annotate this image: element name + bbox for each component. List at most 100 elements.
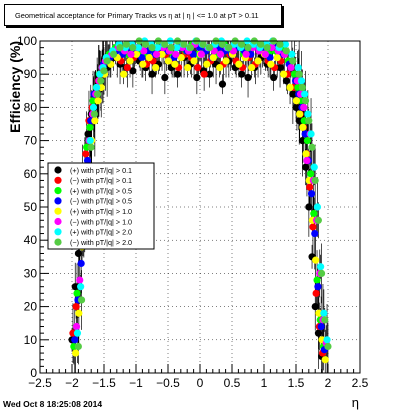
legend-label: (−) with pT/|q| > 1.0 — [70, 217, 132, 226]
grid-layer — [39, 40, 361, 374]
data-point — [90, 110, 98, 118]
legend-label: (−) with pT/|q| > 2.0 — [70, 238, 132, 247]
data-point — [218, 80, 227, 88]
data-point — [281, 40, 290, 48]
data-point — [314, 216, 322, 224]
data-point — [286, 83, 294, 92]
x-tick-label: −2 — [65, 376, 79, 390]
data-point — [305, 203, 313, 211]
tick-layer — [39, 40, 361, 374]
legend-marker — [54, 176, 62, 184]
data-point — [244, 44, 252, 52]
data-point — [138, 54, 146, 62]
data-point — [123, 63, 131, 72]
data-point — [288, 50, 296, 58]
data-point — [83, 156, 92, 165]
legend-marker — [54, 197, 62, 205]
chart-title: Geometrical acceptance for Primary Track… — [15, 10, 259, 20]
y-tick-label: 20 — [24, 300, 38, 314]
x-tick-label: 1.5 — [288, 376, 305, 390]
data-point — [134, 44, 142, 52]
data-point — [292, 97, 301, 105]
data-point — [296, 110, 304, 118]
data-point — [171, 60, 179, 68]
legend-marker — [54, 228, 62, 236]
data-point — [148, 44, 156, 52]
legend-label: (−) with pT/|q| > 0.1 — [70, 176, 132, 185]
data-point — [287, 63, 295, 72]
legend: (+) with pT/|q| > 0.1(−) with pT/|q| > 0… — [47, 162, 155, 250]
data-point — [140, 47, 148, 55]
data-point — [295, 117, 303, 125]
x-tick-label: 2.5 — [352, 376, 369, 390]
data-point — [216, 63, 224, 72]
data-point — [197, 50, 205, 58]
data-point — [248, 63, 256, 72]
data-point — [164, 57, 173, 65]
x-tick-label: −1.5 — [92, 376, 116, 390]
data-point — [194, 63, 202, 72]
legend-marker — [54, 166, 62, 174]
data-point — [263, 44, 271, 52]
data-point — [273, 54, 281, 62]
data-point — [186, 44, 194, 52]
tick-label-layer: −2.5 −2 −1.5 −1 −0.5 0 0.5 1 1.5 2 2.5 0 10 20 30 40 50 6… — [17, 34, 369, 390]
x-tick-label: 0 — [197, 376, 204, 390]
data-point — [87, 143, 95, 151]
data-point — [73, 289, 81, 297]
data-point — [242, 50, 250, 58]
data-point — [199, 40, 207, 48]
data-point — [244, 73, 252, 82]
data-point — [193, 73, 201, 82]
data-point — [86, 137, 94, 145]
data-point — [298, 137, 307, 145]
y-axis-label: Efficiency (%) — [7, 41, 23, 133]
data-point — [307, 130, 315, 138]
data-point — [302, 163, 310, 171]
data-point — [153, 44, 162, 52]
data-point — [315, 309, 323, 317]
data-point — [148, 70, 156, 78]
data-point — [276, 40, 284, 48]
data-point — [276, 63, 284, 72]
x-tick-label: −1 — [129, 376, 143, 390]
data-point — [321, 316, 329, 324]
chart-title-box: Geometrical acceptance for Primary Track… — [4, 4, 282, 26]
data-point — [304, 110, 312, 118]
legend-marker — [54, 217, 62, 226]
data-point — [190, 57, 198, 65]
data-point — [100, 67, 108, 75]
data-point — [238, 70, 246, 78]
data-point — [173, 44, 181, 52]
data-point — [302, 150, 310, 158]
data-point — [270, 73, 278, 82]
y-tick-label: 90 — [24, 67, 38, 81]
data-point — [89, 103, 98, 111]
data-point — [122, 40, 130, 48]
data-point — [312, 256, 320, 264]
data-point — [307, 170, 315, 178]
data-point — [72, 322, 81, 331]
x-tick-label: 2 — [325, 376, 332, 390]
data-point — [139, 60, 147, 68]
data-point — [152, 50, 161, 58]
y-tick-label: 40 — [24, 233, 38, 247]
legend-box — [47, 162, 155, 250]
data-point — [174, 70, 182, 78]
data-point — [73, 329, 82, 337]
y-tick-label: 80 — [24, 100, 38, 114]
data-point — [177, 54, 185, 62]
y-tick-label: 100 — [17, 34, 37, 48]
legend-label: (−) with pT/|q| > 0.5 — [70, 197, 132, 206]
data-point — [289, 90, 297, 98]
data-point — [132, 50, 141, 58]
y-tick-label: 30 — [24, 266, 38, 280]
data-point — [237, 40, 246, 48]
data-point — [301, 90, 309, 98]
data-point — [301, 97, 310, 105]
data-point — [310, 210, 318, 218]
data-point — [321, 356, 329, 364]
data-point — [312, 289, 320, 297]
data-point — [257, 40, 265, 48]
